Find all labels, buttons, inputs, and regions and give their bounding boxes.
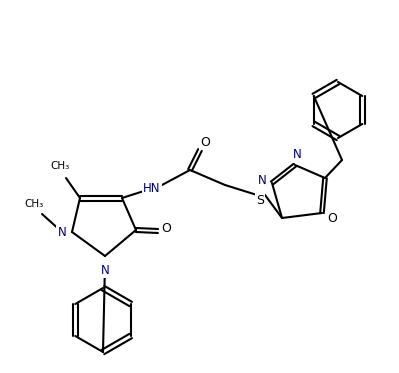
- Text: N: N: [258, 173, 267, 186]
- Text: O: O: [200, 135, 210, 148]
- Text: N: N: [101, 264, 109, 277]
- Text: S: S: [256, 194, 264, 207]
- Text: O: O: [327, 211, 337, 225]
- Text: HN: HN: [143, 182, 161, 194]
- Text: N: N: [57, 226, 66, 238]
- Text: CH₃: CH₃: [24, 199, 43, 209]
- Text: CH₃: CH₃: [50, 161, 69, 171]
- Text: O: O: [161, 222, 171, 235]
- Text: N: N: [292, 148, 301, 162]
